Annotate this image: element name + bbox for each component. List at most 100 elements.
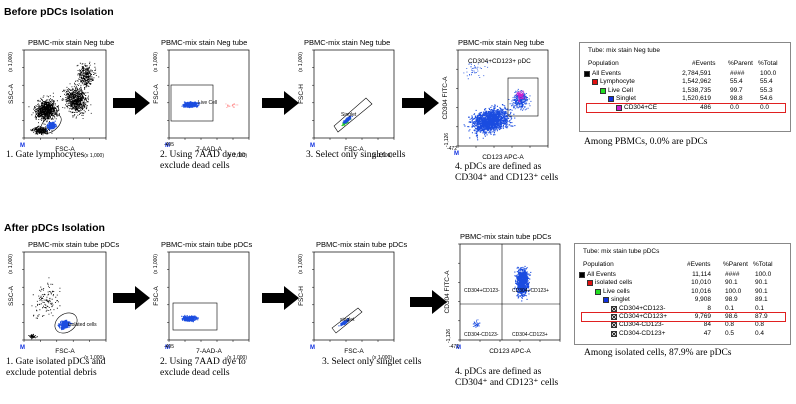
y-scale-label: (x 1,000) (153, 52, 159, 72)
cell-total: 55.4 (760, 78, 773, 86)
summary-before: Among PBMCs, 0.0% are pDCs (584, 137, 708, 147)
plot-title: PBMC-mix stain Neg tube (458, 38, 545, 47)
plot-title: PBMC-mix stain Neg tube (304, 38, 391, 47)
gate-live (172, 302, 218, 331)
cell-total: 90.1 (755, 279, 768, 287)
y-axis-label: SSC-A (8, 83, 15, 104)
highlight-box (581, 312, 786, 322)
y-scale-label: (x 1,000) (298, 254, 304, 274)
event-dots (472, 319, 481, 328)
table-header: %Parent (723, 261, 748, 268)
cell-parent: 98.8 (730, 95, 743, 103)
event-dots (342, 115, 353, 125)
summary-after: Among isolated cells, 87.9% are pDCs (584, 348, 732, 358)
plot-frame (313, 251, 395, 341)
plot-frame (168, 49, 250, 139)
x-tick-label: -495 (164, 142, 174, 148)
x-scale-label: (x 1,000) (372, 153, 392, 159)
cell-events: 486 (700, 103, 711, 111)
table-row: CD304-CD123- 84 0.8 0.8 (575, 321, 790, 329)
plot-title: PBMC-mix stain Neg tube (28, 38, 115, 47)
tube-label: Tube: mix stain tube pDCs (583, 248, 660, 255)
table-row: CD304+CD123+ 9,769 98.6 87.9 (575, 313, 790, 321)
axes: CD123 APC-A CD304 FITC-A M (444, 243, 561, 355)
x-axis-label: FSC-A (55, 348, 75, 355)
event-dots (46, 120, 57, 131)
scatter-data: -495 (164, 302, 218, 350)
population-color-icon (595, 288, 601, 295)
cell-events: 47 (703, 329, 711, 337)
gate-pdc (507, 77, 539, 117)
population-color-icon (592, 79, 598, 86)
plot-frame (23, 251, 107, 341)
population-color-icon (584, 71, 590, 77)
cell-name: Live Cell (608, 86, 633, 94)
y-scale-label: (x 1,000) (8, 52, 14, 72)
cell-parent: 0.8 (725, 321, 735, 329)
x-axis-label: 7-AAD-A (196, 348, 222, 355)
arrow-right-icon (113, 91, 150, 115)
stats-table-after: Tube: mix stain tube pDCs Population #Eve… (574, 243, 791, 345)
m-icon: M (165, 345, 170, 351)
cell-parent: #### (725, 271, 740, 278)
event-dots (516, 90, 526, 103)
cell-name: Lymphocyte (600, 78, 635, 86)
before-section-title: Before pDCs Isolation (4, 6, 114, 18)
population-color-icon (611, 314, 617, 320)
table-header: #Events (692, 60, 716, 67)
event-dots (508, 88, 532, 111)
cell-events: 1,538,735 (682, 86, 711, 94)
m-icon: M (310, 345, 315, 351)
cell-name: CD304+CE (624, 103, 658, 111)
cell-events: 9,769 (694, 313, 711, 320)
cell-parent: 55.4 (730, 78, 743, 86)
table-header: Population (588, 60, 619, 67)
event-dots (28, 333, 38, 340)
caption-before-1: 1. Gate lymphocytes (6, 150, 85, 160)
plot-frame (313, 49, 395, 139)
plot-after-isolated-gate: PBMC-mix stain tube pDCs FSC-A SSC-A (x 1,… (6, 240, 119, 361)
cell-name: CD304-CD123+ (619, 329, 666, 337)
arrow-right-icon (262, 91, 299, 115)
x-axis-label: CD123 APC-A (482, 154, 524, 161)
m-icon: M (20, 143, 25, 149)
table-row: All Events 11,114 #### 100.0 (575, 271, 790, 279)
plot-title: PBMC-mix stain tube pDCs (460, 232, 552, 241)
gate-lymphocyte (40, 114, 62, 134)
cell-parent: 98.6 (725, 313, 738, 320)
cell-parent: 98.9 (725, 296, 738, 304)
x-scale-label: (x 1,000) (372, 355, 392, 361)
scatter-data: CD304+CD123- CD304+CD123+ CD304-CD123- CD30… (446, 244, 560, 350)
caption-before-3: 3. Select only singlet cells (306, 150, 406, 160)
cell-total: 0.4 (755, 329, 765, 337)
axes: 7-AAD-A FSC-A (x 1,000) (x 1,000) M (153, 49, 250, 159)
table-row: Singlet 1,520,619 98.8 54.6 (580, 95, 790, 103)
population-color-icon (579, 272, 585, 278)
table-row: CD304+CE 486 0.0 0.0 (580, 104, 790, 112)
y-tick-label: -1,126 (446, 329, 452, 343)
cell-total: 0.1 (755, 304, 765, 312)
scatter-data: isolated cells (28, 277, 97, 340)
m-icon: M (165, 143, 170, 149)
y-axis-label: FSC-A (153, 84, 160, 104)
quadrant-label: CD304+CD123+ (512, 288, 549, 294)
quadrant-label: CD304+CD123- (464, 288, 500, 294)
table-row: CD304+CD123- 8 0.1 0.1 (575, 305, 790, 313)
arrow-right-icon (113, 286, 150, 310)
event-dots (181, 314, 199, 323)
event-dots (60, 82, 92, 119)
population-color-icon (611, 330, 617, 337)
axes: FSC-A SSC-A (x 1,000) (x 1,000) M (8, 251, 107, 361)
cell-total: 89.1 (755, 296, 768, 304)
axes: FSC-A SSC-A (x 1,000) (x 1,000) M (8, 49, 107, 159)
gate-isolated (54, 312, 78, 334)
event-dots (463, 62, 489, 80)
population-color-icon (608, 96, 614, 103)
cell-total: 90.1 (755, 287, 768, 295)
scatter-data: Live Cell -495 (164, 84, 239, 148)
x-scale-label: (x 1,000) (84, 355, 104, 361)
axes: FSC-A FSC-H (x 1,000) (x 1,000) M (298, 251, 395, 361)
plot-title: PBMC-mix stain tube pDCs (316, 240, 408, 249)
caption-after-4: 4. pDCs are defined as CD304⁺ and CD123⁺… (455, 367, 559, 388)
cell-events: 10,010 (691, 279, 711, 287)
